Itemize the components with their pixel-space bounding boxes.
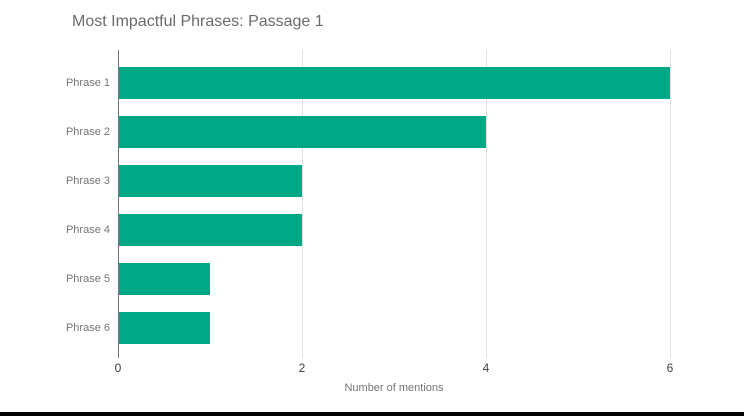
x-tick-label-0: 0 <box>114 361 122 375</box>
bar-phrase-6 <box>119 312 210 344</box>
slide-bottom-bar <box>0 412 744 416</box>
gridline-x-4 <box>486 50 487 358</box>
x-tick-label-6: 6 <box>666 361 674 375</box>
category-label-phrase-5: Phrase 5 <box>65 273 110 285</box>
bar-phrase-5 <box>119 263 210 295</box>
x-axis-title: Number of mentions <box>344 382 444 394</box>
category-label-phrase-3: Phrase 3 <box>65 175 110 187</box>
category-axis-line <box>118 50 119 358</box>
bar-phrase-1 <box>119 67 670 99</box>
category-label-phrase-4: Phrase 4 <box>65 224 110 236</box>
bar-phrase-4 <box>119 214 302 246</box>
bar-phrase-2 <box>119 116 486 148</box>
bar-phrase-3 <box>119 165 302 197</box>
x-tick-label-4: 4 <box>482 361 490 375</box>
chart-title: Most Impactful Phrases: Passage 1 <box>72 13 324 30</box>
category-label-phrase-1: Phrase 1 <box>65 77 110 89</box>
category-label-phrase-6: Phrase 6 <box>65 322 110 334</box>
gridline-x-6 <box>670 50 671 358</box>
gridline-x-2 <box>302 50 303 358</box>
x-tick-label-2: 2 <box>298 361 306 375</box>
category-label-phrase-2: Phrase 2 <box>65 126 110 138</box>
